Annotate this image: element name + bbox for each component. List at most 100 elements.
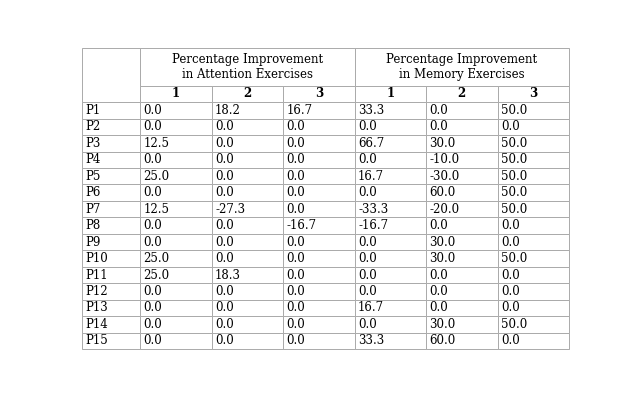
Text: 1: 1 [172,87,180,100]
Bar [211,152,283,168]
Text: 33.3: 33.3 [358,334,384,347]
Bar [140,283,211,300]
Text: 0.0: 0.0 [286,268,305,281]
Text: 30.0: 30.0 [429,137,456,150]
Bar [354,168,426,184]
Text: 0.0: 0.0 [286,186,305,199]
Text: Percentage Improvement
in Attention Exercises: Percentage Improvement in Attention Exer… [172,53,323,81]
Text: P13: P13 [85,301,108,314]
Text: 25.0: 25.0 [144,268,170,281]
Text: 0.0: 0.0 [215,285,234,298]
Bar [82,316,140,333]
Bar [283,184,354,201]
Text: P4: P4 [85,153,101,166]
Text: P14: P14 [85,318,108,331]
Text: 0.0: 0.0 [144,236,163,249]
Bar [211,316,283,333]
Text: 0.0: 0.0 [358,120,377,133]
Bar [283,234,354,250]
Text: 30.0: 30.0 [429,236,456,249]
Bar [498,250,569,267]
Text: 0.0: 0.0 [358,236,377,249]
Bar [211,168,283,184]
Bar [354,283,426,300]
Text: P10: P10 [85,252,108,265]
Text: 16.7: 16.7 [358,301,384,314]
Text: 1: 1 [386,87,394,100]
Bar [283,250,354,267]
Bar [354,300,426,316]
Text: 0.0: 0.0 [286,252,305,265]
Text: -16.7: -16.7 [358,219,388,232]
Text: 0.0: 0.0 [429,301,448,314]
Text: 16.7: 16.7 [358,170,384,183]
Bar [498,102,569,119]
Bar [498,86,569,102]
Bar [354,267,426,283]
Bar [498,135,569,152]
Text: P15: P15 [85,334,108,347]
Bar [211,250,283,267]
Bar [82,119,140,135]
Bar [211,234,283,250]
Bar [140,267,211,283]
Text: 0.0: 0.0 [286,285,305,298]
Bar [426,234,498,250]
Text: 0.0: 0.0 [501,334,519,347]
Text: 0.0: 0.0 [144,120,163,133]
Bar [354,316,426,333]
Bar [211,333,283,349]
Bar [498,168,569,184]
Text: 2: 2 [243,87,251,100]
Text: 0.0: 0.0 [358,252,377,265]
Text: 0.0: 0.0 [429,268,448,281]
Text: 0.0: 0.0 [429,219,448,232]
Text: 0.0: 0.0 [501,120,519,133]
Bar [498,152,569,168]
Bar [82,234,140,250]
Text: 0.0: 0.0 [286,236,305,249]
Bar [82,217,140,234]
Text: 16.7: 16.7 [286,104,312,117]
Bar [426,267,498,283]
Bar [140,152,211,168]
Text: 0.0: 0.0 [144,334,163,347]
Bar [426,152,498,168]
Bar [426,217,498,234]
Text: 18.3: 18.3 [215,268,241,281]
Text: 0.0: 0.0 [429,285,448,298]
Text: -30.0: -30.0 [429,170,460,183]
Text: 0.0: 0.0 [144,301,163,314]
Bar [283,86,354,102]
Bar [82,152,140,168]
Text: 0.0: 0.0 [501,268,519,281]
Bar [283,267,354,283]
Text: 0.0: 0.0 [286,301,305,314]
Bar [498,217,569,234]
Text: 0.0: 0.0 [144,219,163,232]
Bar [354,152,426,168]
Text: P6: P6 [85,186,101,199]
Bar [211,86,283,102]
Bar [354,201,426,217]
Text: 3: 3 [315,87,323,100]
Text: 0.0: 0.0 [215,219,234,232]
Bar [211,135,283,152]
Bar [82,48,140,102]
Bar [82,184,140,201]
Text: 0.0: 0.0 [215,236,234,249]
Text: 0.0: 0.0 [501,301,519,314]
Bar [211,184,283,201]
Bar [426,316,498,333]
Text: P9: P9 [85,236,101,249]
Bar [283,217,354,234]
Text: 0.0: 0.0 [286,137,305,150]
Bar [354,184,426,201]
Text: 0.0: 0.0 [215,137,234,150]
Bar [82,300,140,316]
Text: 0.0: 0.0 [358,285,377,298]
Bar [211,201,283,217]
Text: 0.0: 0.0 [286,170,305,183]
Text: 50.0: 50.0 [501,203,527,216]
Bar [82,267,140,283]
